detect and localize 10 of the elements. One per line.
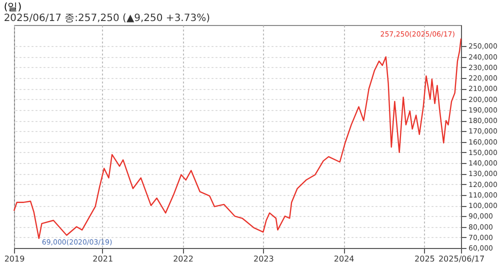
x-tick-label: 2023 xyxy=(253,254,274,264)
x-tick-label: 2021 xyxy=(92,254,114,264)
x-tick-label: 2019 xyxy=(4,254,25,264)
x-tick-label: 2025/06/17 xyxy=(438,254,485,264)
chart-subtitle: 2025/06/17 종:257,250 (▲9,250 +3.73%) xyxy=(4,13,210,24)
chart-title: (일) xyxy=(4,2,22,13)
x-tick-label: 2024 xyxy=(334,254,354,264)
x-tick-label: 2025 xyxy=(414,254,435,264)
line-series xyxy=(13,38,462,240)
x-tick-label: 2022 xyxy=(173,254,194,264)
